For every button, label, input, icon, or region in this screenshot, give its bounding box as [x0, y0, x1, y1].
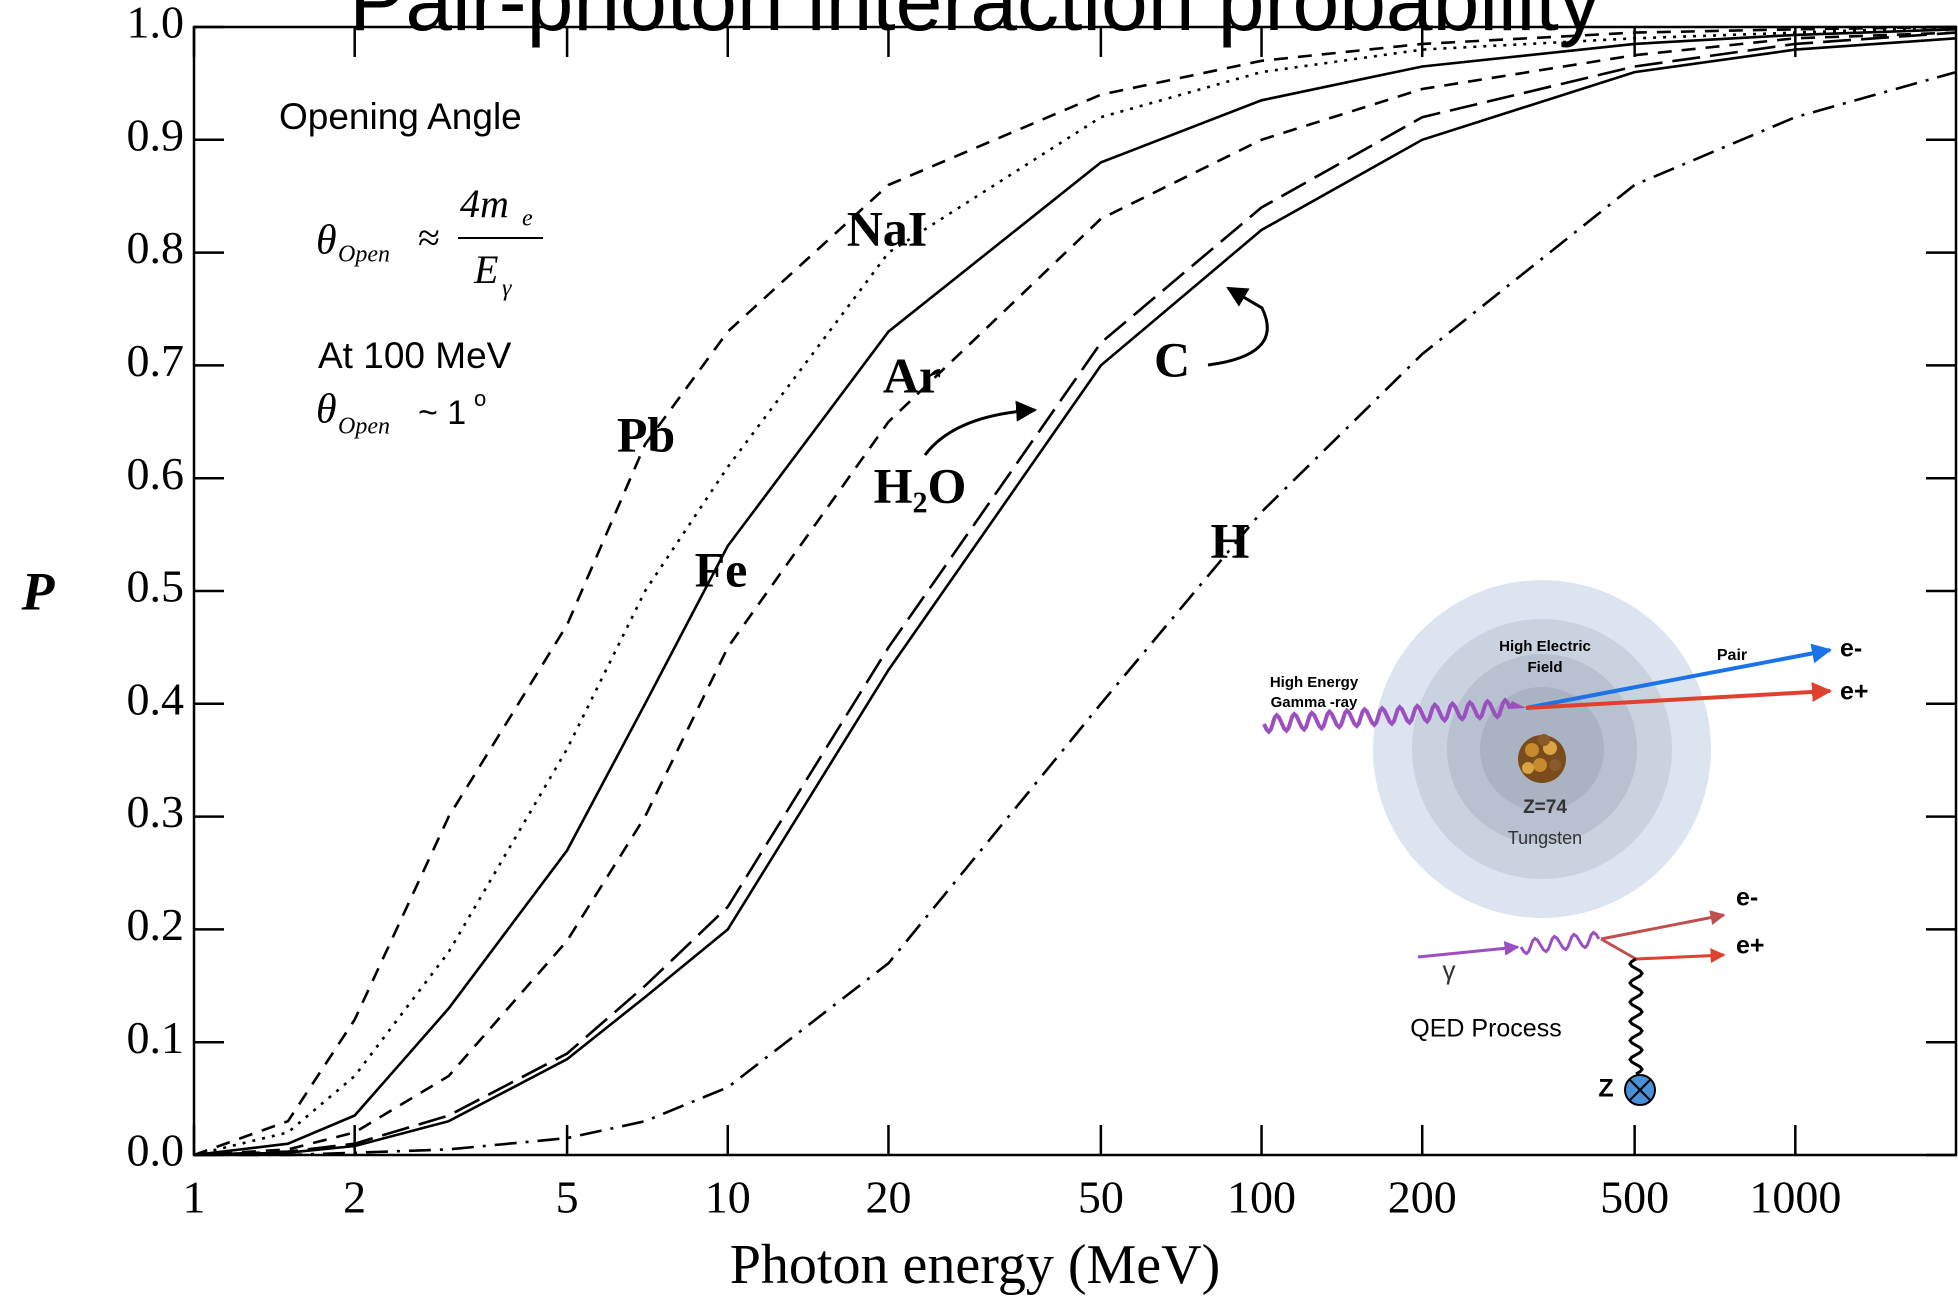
formula-num: 4m	[460, 181, 509, 226]
formula-symbol: θ	[316, 387, 337, 433]
inset-label: e-	[1736, 884, 1758, 912]
electron-arrow	[1601, 915, 1724, 939]
y-tick-label: 0.2	[127, 899, 185, 950]
x-tick-label: 10	[705, 1172, 751, 1223]
inset-label: Z=74	[1523, 797, 1567, 818]
annotation: At 100 MeV	[318, 335, 512, 376]
series-line	[194, 29, 1956, 1155]
series-line	[194, 33, 1956, 1155]
arrow	[1208, 288, 1267, 365]
formula-sub: γ	[502, 276, 512, 302]
chart: Pair-photon interaction probability Phot…	[0, 0, 1958, 1297]
x-tick-label: 200	[1388, 1172, 1457, 1223]
x-tick-label: 50	[1078, 1172, 1124, 1223]
inset-label: Field	[1527, 659, 1562, 676]
x-tick-label: 100	[1227, 1172, 1296, 1223]
photon-line	[1418, 947, 1518, 957]
virtual-photon	[1630, 959, 1642, 1074]
x-tick-label: 20	[865, 1172, 911, 1223]
y-tick-label: 0.5	[127, 561, 185, 612]
annotation: Opening Angle	[279, 96, 522, 137]
inset-label: Z	[1598, 1075, 1613, 1103]
y-tick-label: 0.8	[127, 222, 185, 273]
formula-den: E	[473, 247, 498, 292]
inset-label: Gamma -ray	[1271, 694, 1358, 711]
annotation: o	[474, 386, 486, 411]
series-label: H	[1211, 512, 1250, 568]
series-line	[194, 72, 1956, 1155]
annotation: ~ 1	[418, 394, 466, 432]
positron-arrow	[1636, 955, 1724, 959]
inset-label: High Energy	[1270, 674, 1359, 691]
y-tick-label: 0.7	[127, 335, 185, 386]
series-line	[194, 33, 1956, 1155]
series-line	[194, 38, 1956, 1155]
formula-sub: Open	[338, 414, 390, 440]
y-tick-label: 0.3	[127, 786, 185, 837]
inset-label: Pair	[1717, 647, 1747, 664]
y-axis-title: P	[21, 561, 56, 621]
x-axis-title: Photon energy (MeV)	[730, 1234, 1220, 1296]
y-tick-label: 0.9	[127, 109, 185, 160]
inset-label: QED Process	[1410, 1015, 1561, 1043]
chart-title: Pair-photon interaction probability	[349, 0, 1600, 48]
x-tick-label: 1000	[1749, 1172, 1841, 1223]
y-tick-label: 0.4	[127, 673, 185, 724]
series-label: Ar	[883, 347, 941, 403]
series-label: Fe	[695, 541, 748, 597]
x-tick-label: 5	[556, 1172, 579, 1223]
inset-label: e+	[1840, 678, 1869, 706]
x-tick-label: 1	[183, 1172, 206, 1223]
y-tick-label: 0.0	[127, 1125, 185, 1176]
series-line	[194, 27, 1956, 1155]
series-label: Pb	[617, 406, 675, 462]
x-tick-label: 500	[1600, 1172, 1669, 1223]
photon-wave	[1521, 933, 1599, 954]
inset-label: γ	[1443, 955, 1456, 985]
formula-sub: Open	[338, 242, 390, 268]
propagator	[1601, 939, 1636, 959]
y-tick-label: 0.6	[127, 448, 185, 499]
y-tick-label: 0.1	[127, 1012, 185, 1063]
plot-frame	[194, 27, 1956, 1155]
arrow	[925, 410, 1035, 455]
formula-op: ≈	[418, 215, 440, 260]
inset-label: Tungsten	[1508, 828, 1582, 848]
series-line	[194, 27, 1956, 1155]
inset-label: High Electric	[1499, 638, 1591, 655]
formula-symbol: θ	[316, 218, 337, 264]
x-tick-label: 2	[343, 1172, 366, 1223]
formula-sub: e	[522, 206, 533, 232]
inset-label: e+	[1736, 932, 1765, 960]
series-label: H₂O	[874, 457, 967, 513]
y-tick-label: 1.0	[127, 0, 185, 48]
inset-label: e-	[1840, 635, 1862, 663]
series-label: NaI	[847, 200, 928, 256]
series-label: C	[1154, 331, 1190, 387]
